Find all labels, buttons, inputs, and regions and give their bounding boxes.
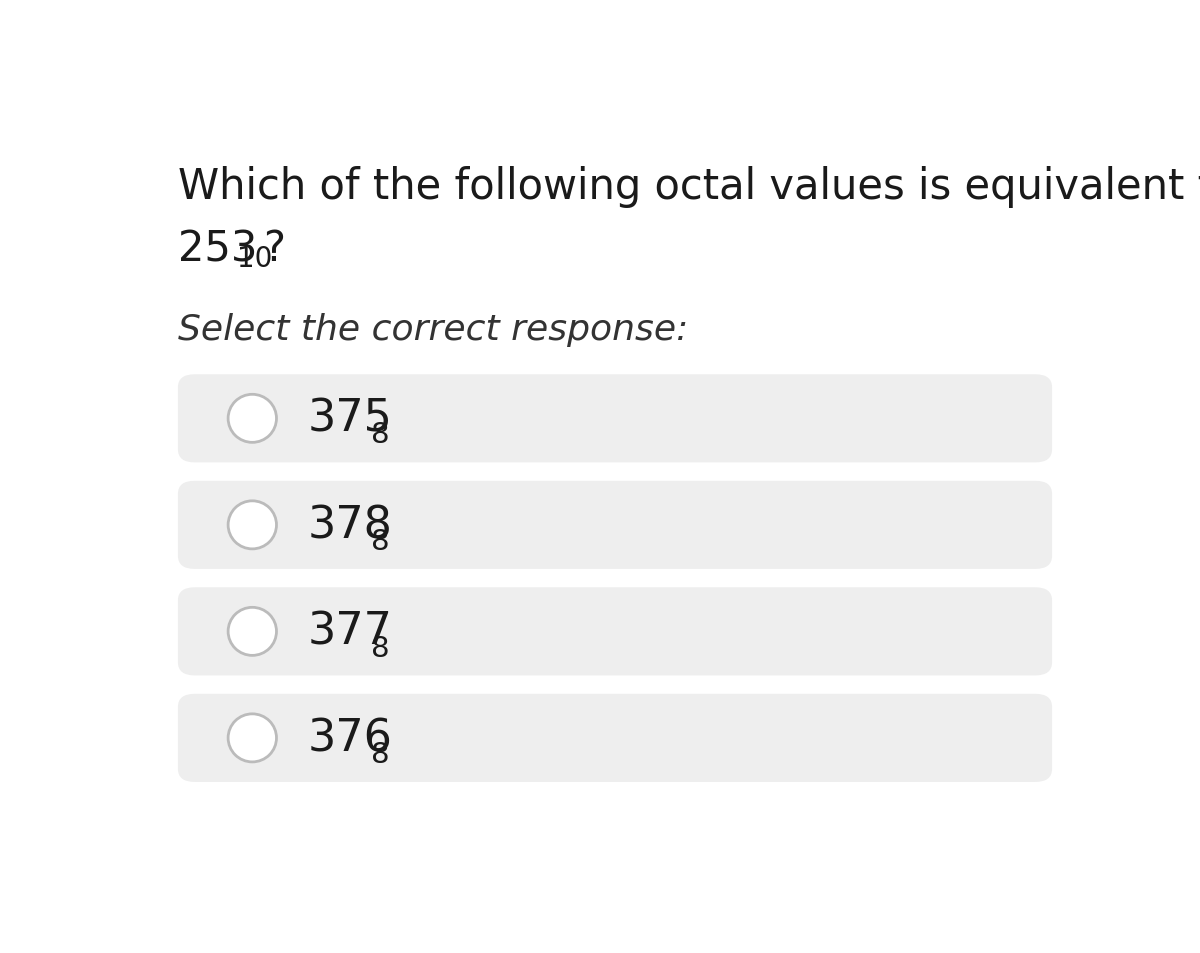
Ellipse shape [228,395,276,443]
Text: Which of the following octal values is equivalent to: Which of the following octal values is e… [178,166,1200,208]
Text: 8: 8 [371,634,390,661]
Text: 378: 378 [308,504,392,547]
FancyBboxPatch shape [178,375,1052,463]
Text: 8: 8 [371,740,390,768]
Ellipse shape [228,608,276,656]
Text: 10: 10 [238,244,272,273]
FancyBboxPatch shape [178,694,1052,782]
FancyBboxPatch shape [178,588,1052,676]
Text: 377: 377 [308,610,392,653]
Text: Select the correct response:: Select the correct response: [178,313,688,347]
Text: ?: ? [264,228,286,270]
Text: 8: 8 [371,421,390,449]
Ellipse shape [228,501,276,549]
Ellipse shape [228,714,276,762]
FancyBboxPatch shape [178,481,1052,569]
Text: 375: 375 [308,397,392,440]
Text: 8: 8 [371,527,390,556]
Text: 376: 376 [308,717,392,760]
Text: 253: 253 [178,228,257,270]
